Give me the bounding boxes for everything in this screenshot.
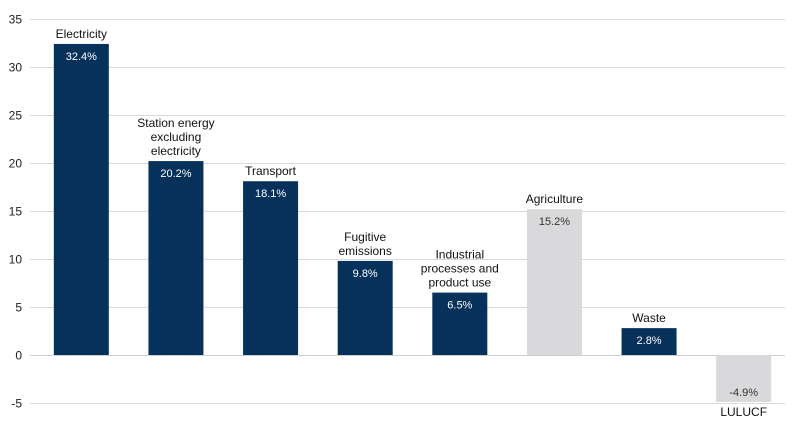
bar xyxy=(716,355,772,403)
category-label: product use xyxy=(428,276,491,290)
labels: 32.4% Electricity 20.2% Station energyexclu… xyxy=(56,27,767,419)
category-label: Waste xyxy=(632,311,666,325)
category-label: Fugitive xyxy=(344,230,386,244)
y-tick-label: 15 xyxy=(9,205,23,219)
bar xyxy=(337,260,393,355)
category-label: Agriculture xyxy=(526,192,584,206)
category-label: LULUCF xyxy=(720,405,767,419)
y-tick-label: 20 xyxy=(9,157,23,171)
bar xyxy=(243,181,299,355)
data-label: 18.1% xyxy=(255,188,286,200)
y-tick-label: 30 xyxy=(9,61,23,75)
y-tick-label: 0 xyxy=(15,349,22,363)
y-axis: 35 30 25 20 15 10 5 0 -5 xyxy=(9,13,23,411)
bar xyxy=(621,328,677,355)
category-label: emissions xyxy=(339,244,392,258)
data-label: 9.8% xyxy=(353,268,378,280)
data-label: 15.2% xyxy=(539,216,570,228)
category-label: Industrial xyxy=(435,248,484,262)
y-tick-label: 35 xyxy=(9,13,23,27)
bar xyxy=(526,209,582,355)
data-label: 32.4% xyxy=(66,51,97,63)
y-tick-label: 10 xyxy=(9,253,23,267)
data-label: 2.8% xyxy=(637,335,662,347)
category-label: excluding xyxy=(151,130,202,144)
category-label: processes and xyxy=(421,262,499,276)
category-label: electricity xyxy=(151,144,201,158)
y-tick-label: 25 xyxy=(9,109,23,123)
data-label: -4.9% xyxy=(729,387,758,399)
bar xyxy=(53,43,109,356)
bar xyxy=(432,292,488,355)
data-label: 20.2% xyxy=(160,168,191,180)
y-tick-label: 5 xyxy=(15,301,22,315)
category-label: Transport xyxy=(245,164,297,178)
y-tick-label: -5 xyxy=(11,397,22,411)
category-label: Station energy xyxy=(137,116,214,130)
data-label: 6.5% xyxy=(447,300,472,312)
bars xyxy=(53,43,772,403)
category-label: Electricity xyxy=(56,27,107,41)
bar xyxy=(148,161,204,355)
